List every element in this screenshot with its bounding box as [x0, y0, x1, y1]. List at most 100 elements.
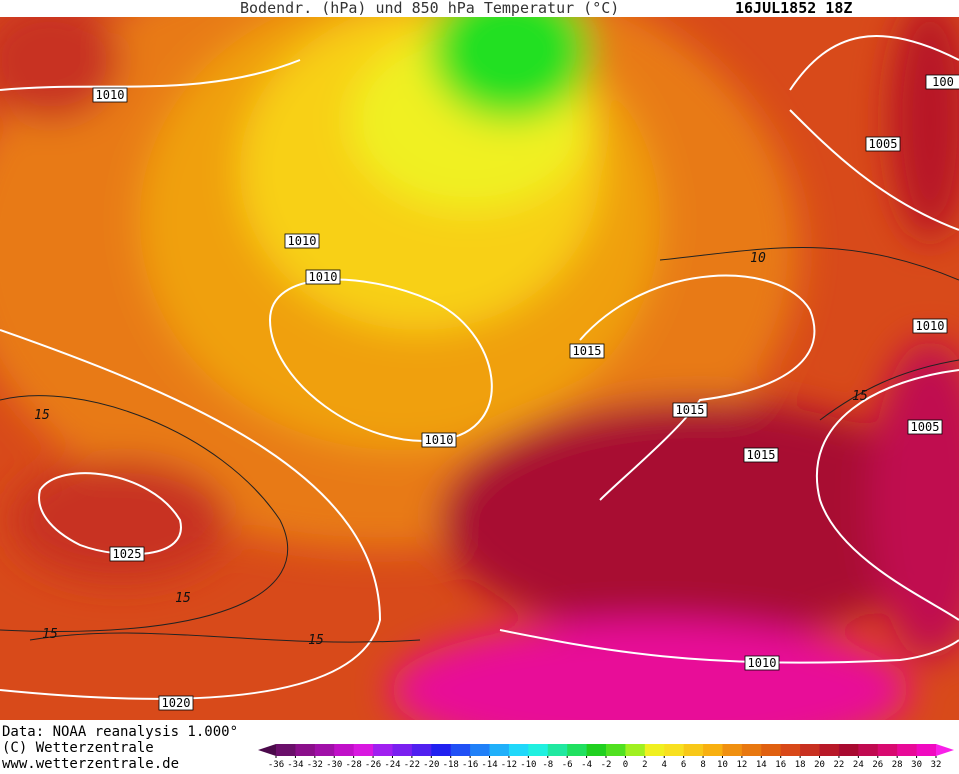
- isobar-label-box: [912, 318, 948, 334]
- colorbar: -36 -34 -32 -30 -28 -26 -24 -22 -20 -18 -16 -14 -12-…: [258, 744, 954, 770]
- isobar-label: 1010: [425, 433, 454, 447]
- footer-copyright: (C) Wetterzentrale: [2, 740, 154, 756]
- isotherm-label: 15: [175, 591, 191, 606]
- isobar-label-box: [744, 655, 780, 671]
- isobar-label-box: [907, 419, 943, 435]
- colorbar-swatch: [761, 744, 782, 756]
- colorbar-end: [258, 744, 276, 756]
- colorbar-swatch: [276, 744, 296, 756]
- colorbar-swatch: [586, 744, 607, 756]
- isobar-label-box: [109, 546, 145, 562]
- colorbar-tick-label: 22: [834, 760, 845, 770]
- colorbar-tick-label: 8: [700, 760, 705, 770]
- colorbar-swatch: [916, 744, 937, 756]
- colorbar-swatch: [780, 744, 801, 756]
- colorbar-swatch: [683, 744, 704, 756]
- isobar-label-box: [92, 87, 128, 103]
- colorbar-swatch: [373, 744, 393, 756]
- isobar-label: 1010: [748, 656, 777, 670]
- colorbar-swatch: [528, 744, 549, 756]
- colorbar-tick-label: -24: [384, 760, 400, 770]
- colorbar-tick-label: -28: [346, 760, 362, 770]
- isobar-label-box: [305, 269, 341, 285]
- isobar-label: 1015: [676, 403, 705, 417]
- colorbar-tick-label: 18: [795, 760, 806, 770]
- isobar-label: 1020: [162, 696, 191, 710]
- colorbar-tick-label: 6: [681, 760, 686, 770]
- isobar-label: 1010: [96, 88, 125, 102]
- colorbar-tick-label: -22: [404, 760, 420, 770]
- isobar-label-box: [158, 695, 194, 711]
- isobar-label-box: [925, 74, 959, 90]
- colorbar-swatch: [314, 744, 335, 756]
- colorbar-tick-label: 10: [717, 760, 728, 770]
- colorbar-swatch: [470, 744, 491, 756]
- colorbar-tick-label: 2: [642, 760, 647, 770]
- map-date: 16JUL1852 18Z: [735, 0, 852, 17]
- colorbar-swatch: [431, 744, 452, 756]
- isobar-label: 1005: [911, 420, 940, 434]
- colorbar-tick-label: -2: [601, 760, 612, 770]
- isotherm-label: 15: [308, 633, 324, 648]
- isobar-label: 1010: [916, 319, 945, 333]
- colorbar-swatch: [334, 744, 355, 756]
- isobar-label-box: [569, 343, 605, 359]
- isobar-label-box: [743, 447, 779, 463]
- colorbar-tick-label: 20: [814, 760, 825, 770]
- colorbar-tick-label: -10: [520, 760, 536, 770]
- isobar-label-box: [421, 432, 457, 448]
- colorbar-tick-label: -36: [268, 760, 284, 770]
- colorbar-swatch: [722, 744, 743, 756]
- isotherm-label: 15: [852, 389, 868, 404]
- colorbar-swatch: [644, 744, 665, 756]
- isobar-label: 100: [932, 75, 954, 89]
- map-title: Bodendr. (hPa) und 850 hPa Temperatur (°…: [240, 0, 619, 17]
- colorbar-swatch: [703, 744, 723, 756]
- colorbar-tick-label: -16: [462, 760, 478, 770]
- colorbar-swatch: [877, 744, 898, 756]
- isotherm-label: 10: [750, 251, 766, 266]
- colorbar-tick-label: -32: [307, 760, 323, 770]
- colorbar-tick-label: -6: [562, 760, 573, 770]
- colorbar-tick-label: 0: [623, 760, 628, 770]
- colorbar-swatch: [625, 744, 646, 756]
- colorbar-tick-label: 24: [853, 760, 864, 770]
- colorbar-tick-label: -12: [501, 760, 517, 770]
- colorbar-swatch: [508, 744, 529, 756]
- isotherm-label: 15: [34, 408, 50, 423]
- colorbar-tick-label: -20: [423, 760, 439, 770]
- isobar-label-box: [284, 233, 320, 249]
- isobar-label: 1005: [869, 137, 898, 151]
- colorbar-swatch: [411, 744, 432, 756]
- footer-source: Data: NOAA reanalysis 1.000°: [2, 724, 238, 740]
- colorbar-swatch: [606, 744, 626, 756]
- colorbar-swatch: [295, 744, 316, 756]
- colorbar-tick-label: 28: [892, 760, 903, 770]
- colorbar-tick-label: -4: [581, 760, 592, 770]
- footer-url: www.wetterzentrale.de: [2, 756, 179, 770]
- colorbar-swatch: [392, 744, 413, 756]
- isobar-label: 1015: [747, 448, 776, 462]
- colorbar-tick-label: -30: [326, 760, 342, 770]
- colorbar-swatch: [858, 744, 879, 756]
- colorbar-tick-label: 4: [662, 760, 667, 770]
- isobar-label-box: [865, 136, 901, 152]
- colorbar-tick-label: 14: [756, 760, 767, 770]
- colorbar-swatch: [897, 744, 918, 756]
- colorbar-swatch: [664, 744, 685, 756]
- colorbar-tick-label: -26: [365, 760, 381, 770]
- colorbar-tick-label: -18: [443, 760, 459, 770]
- isobar-label: 1010: [309, 270, 338, 284]
- colorbar-swatch: [741, 744, 762, 756]
- isobar-label: 1010: [288, 234, 317, 248]
- colorbar-swatch: [838, 744, 859, 756]
- colorbar-tick-label: 12: [736, 760, 747, 770]
- colorbar-swatch: [489, 744, 510, 756]
- isobar-label: 1025: [113, 547, 142, 561]
- colorbar-end: [936, 744, 954, 756]
- colorbar-tick-label: -14: [481, 760, 497, 770]
- colorbar-swatch: [547, 744, 568, 756]
- colorbar-tick-label: 32: [931, 760, 942, 770]
